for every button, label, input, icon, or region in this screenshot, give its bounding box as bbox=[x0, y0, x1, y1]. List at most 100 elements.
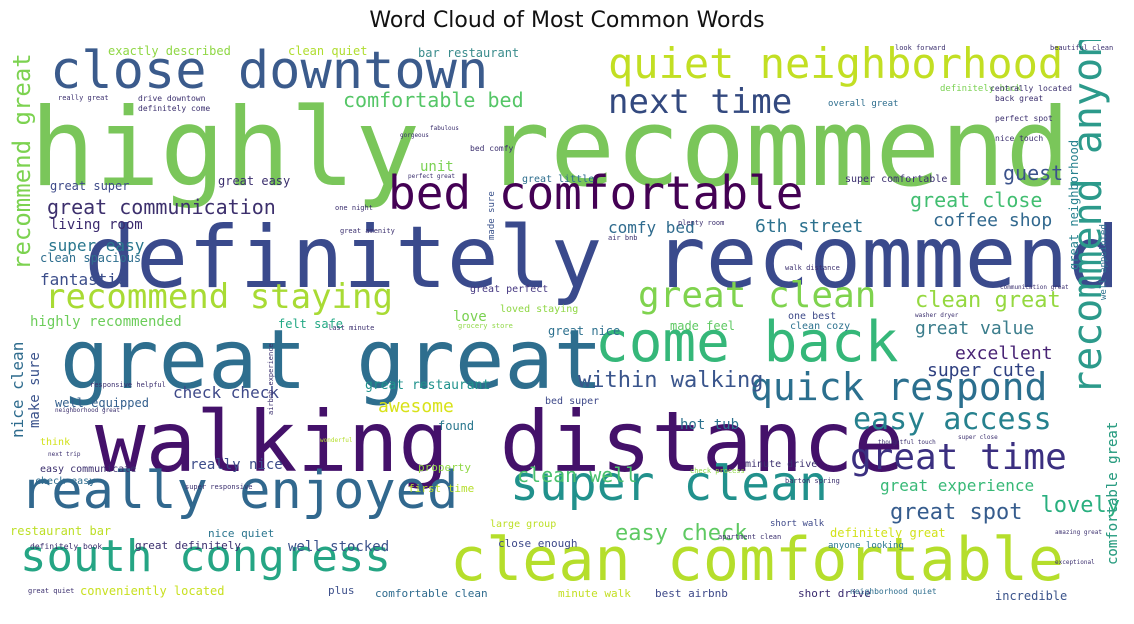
word-felt-safe: felt safe bbox=[278, 317, 344, 331]
word-great-great: great great bbox=[60, 313, 604, 408]
word-coffee-shop: coffee shop bbox=[933, 210, 1053, 231]
word-conveniently-located: conveniently located bbox=[80, 584, 225, 598]
word-check-process: check process bbox=[690, 467, 745, 475]
word-restaurant-bar: restaurant bar bbox=[10, 524, 112, 538]
word-clean-cozy: clean cozy bbox=[790, 321, 851, 332]
word-clean-great: clean great bbox=[915, 288, 1061, 313]
word-first-time: first time bbox=[408, 482, 475, 495]
word-short-drive: short drive bbox=[798, 587, 871, 600]
word-close-downtown: close downtown bbox=[50, 41, 489, 101]
word-great-easy: great easy bbox=[218, 174, 291, 188]
word-beautiful-clean: beautiful clean bbox=[1050, 44, 1114, 52]
word-loved-staying: loved staying bbox=[500, 304, 579, 315]
word-easy-check: easy check bbox=[615, 521, 748, 546]
word-bed-comfy: bed comfy bbox=[470, 144, 514, 153]
word-recommend-staying: recommend staying bbox=[45, 277, 393, 317]
word-well-stocked: well stocked bbox=[288, 539, 390, 555]
word-south-congress: south congress bbox=[20, 531, 391, 582]
word-nice-clean: nice clean bbox=[10, 341, 27, 438]
word-clean-spacious: clean spacious bbox=[40, 251, 142, 265]
word-really-enjoyed: really enjoyed bbox=[20, 461, 459, 521]
word-definitely-back: definitely back bbox=[940, 84, 1022, 94]
word-bed-comfortable: bed comfortable bbox=[388, 166, 804, 220]
word-awesome: awesome bbox=[378, 396, 454, 417]
word-incredible: incredible bbox=[995, 589, 1068, 603]
word-great-super: great super bbox=[50, 179, 130, 193]
word-super-cute: super cute bbox=[927, 360, 1036, 381]
word-comfortable-bed: comfortable bed bbox=[343, 88, 524, 112]
word-lovely: lovely bbox=[1040, 493, 1120, 518]
word-minute-walk: minute walk bbox=[558, 587, 631, 600]
word-love: love bbox=[453, 309, 487, 325]
word-large-group: large group bbox=[490, 519, 557, 530]
word-best-airbnb: best airbnb bbox=[655, 587, 728, 600]
word-definitely-great: definitely great bbox=[830, 526, 946, 540]
word-well-appointed: well appointed bbox=[1099, 224, 1109, 300]
word-clean-quiet: clean quiet bbox=[288, 44, 368, 58]
word-communication-great: communication great bbox=[1000, 284, 1069, 291]
word-next-trip: next trip bbox=[48, 451, 81, 458]
word-check-easy: check easy bbox=[35, 476, 96, 487]
word-really-nice: really nice bbox=[190, 457, 283, 473]
word-super-easy: super easy bbox=[48, 236, 145, 255]
word-super-comfortable: super comfortable bbox=[845, 174, 948, 185]
word-comfortable-clean: comfortable clean bbox=[375, 587, 488, 600]
word-responsive-helpful: responsive helpful bbox=[90, 381, 166, 389]
word-perfect-great: perfect great bbox=[408, 173, 455, 180]
word-fantastic: fantastic bbox=[40, 270, 127, 289]
word-great-spot: great spot bbox=[890, 500, 1023, 525]
word-quick-respond: quick respond bbox=[750, 365, 1048, 409]
word-great-perfect: great perfect bbox=[470, 284, 549, 295]
word-highly-recommended: highly recommended bbox=[30, 314, 182, 330]
word-definitely-recommend: definitely recommend bbox=[84, 208, 1120, 308]
word-quiet-neighborhood: quiet neighborhood bbox=[608, 40, 1064, 88]
word-great-quiet: great quiet bbox=[28, 587, 75, 595]
word-hot-tub: hot tub bbox=[680, 417, 740, 433]
word-comfortable-great: comfortable great bbox=[1105, 421, 1120, 565]
word-great-close: great close bbox=[910, 188, 1043, 212]
word-found: found bbox=[438, 419, 475, 433]
word-perfect-spot: perfect spot bbox=[995, 114, 1053, 123]
word-highly-recommend: highly recommend bbox=[30, 86, 1071, 211]
word-great-clean: great clean bbox=[638, 275, 877, 316]
word-great-communication: great communication bbox=[47, 195, 276, 219]
word-definitely-come: definitely come bbox=[138, 104, 211, 113]
word-unit: unit bbox=[420, 159, 454, 175]
word-living-room: living room bbox=[50, 217, 143, 233]
word-recommend-great: recommend great bbox=[10, 53, 36, 270]
word-within-walking: within walking bbox=[578, 368, 764, 393]
word-look-forward: look forward bbox=[895, 44, 946, 52]
word-nice-quiet: nice quiet bbox=[208, 527, 275, 540]
word-close-enough: close enough bbox=[498, 537, 578, 550]
word-minute-drive: minute drive bbox=[745, 459, 818, 470]
word-next-time: next time bbox=[608, 82, 793, 122]
word-clean-well: clean well bbox=[517, 463, 638, 487]
word-easy-communicate: easy communicate bbox=[40, 464, 137, 475]
word-great-value: great value bbox=[915, 318, 1035, 339]
word-super-close: super close bbox=[958, 434, 998, 441]
word-property: property bbox=[418, 461, 471, 474]
word-super-responsive: super responsive bbox=[185, 483, 253, 491]
word-guest: guest bbox=[1003, 161, 1064, 185]
word-great-little: great little bbox=[522, 174, 595, 185]
word-6th-street: 6th street bbox=[755, 216, 864, 237]
word-washer-dryer: washer dryer bbox=[915, 312, 959, 319]
word-last-minute: last minute bbox=[328, 324, 375, 332]
word-apartment-clean: apartment clean bbox=[718, 533, 782, 541]
word-make-sure: make sure bbox=[27, 352, 43, 428]
word-great-definitely: great definitely bbox=[135, 539, 241, 552]
word-walk-distance: walk distance bbox=[785, 264, 840, 272]
word-plenty-room: plenty room bbox=[678, 219, 725, 227]
word-made-feel: made feel bbox=[670, 319, 736, 333]
word-back-great: back great bbox=[995, 94, 1044, 103]
word-well-equipped: well equipped bbox=[55, 396, 149, 410]
word-excellent: excellent bbox=[955, 343, 1053, 364]
word-thoughtful-touch: thoughtful touch bbox=[878, 439, 936, 446]
word-barton-spring: barton spring bbox=[785, 477, 840, 485]
word-short-walk: short walk bbox=[770, 519, 825, 529]
word-walking-distance: walking distance bbox=[95, 393, 905, 491]
word-bar-restaurant: bar restaurant bbox=[418, 46, 520, 60]
word-wonderful: wonderful bbox=[320, 437, 353, 444]
word-cloud: highly recommend definitely recommend walk… bbox=[10, 40, 1120, 610]
word-great-amenity: great amenity bbox=[340, 227, 395, 235]
